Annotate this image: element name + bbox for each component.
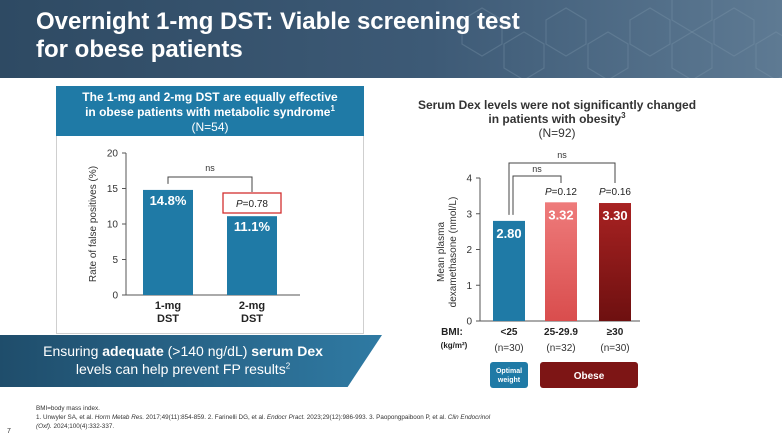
slide-title-line2: for obese patients — [36, 36, 243, 63]
right-title-superscript: 3 — [621, 111, 626, 120]
footnotes: BMI=body mass index. 1. Unwyler SA, et a… — [36, 404, 756, 431]
bmi-unit: (kg/m²) — [441, 341, 468, 350]
right-title-line2-text: in patients with obesity — [488, 112, 622, 126]
bar — [545, 202, 577, 321]
bar — [599, 203, 631, 321]
banner-line2: levels can help prevent FP results2 — [24, 360, 342, 378]
x-n-label: (n=30) — [494, 343, 523, 354]
banner-text-mid: (>140 ng/dL) — [163, 343, 252, 359]
banner-bold-serum-dex: serum Dex — [251, 343, 323, 359]
left-panel-header: The 1-mg and 2-mg DST are equally effect… — [56, 86, 364, 136]
optimal-weight-label-line2: weight — [497, 377, 521, 384]
ref-3-authors: 2023;29(12):986-993. 3. Paopongpaiboon P… — [305, 414, 448, 421]
ref-2-journal: Endocr Pract. — [266, 414, 306, 421]
y-axis-label-line1: Mean plasma — [436, 222, 447, 282]
right-chart-title: Serum Dex levels were not significantly … — [392, 98, 722, 126]
obese-label: Obese — [574, 371, 605, 382]
optimal-weight-label-line1: Optimal — [496, 368, 522, 375]
page-number: 7 — [7, 428, 11, 435]
left-chart-box — [56, 136, 364, 334]
optimal-weight-badge — [490, 362, 528, 388]
x-n-label: (n=32) — [546, 343, 575, 354]
significance-bracket-inner — [512, 175, 562, 215]
right-title-line1: Serum Dex levels were not significantly … — [417, 98, 697, 112]
left-header-n: (N=54) — [191, 120, 229, 134]
slide-title-line1: Overnight 1-mg DST: Viable screening tes… — [36, 8, 520, 35]
ref-3-journal-suffix: (Oxf). — [36, 423, 52, 430]
x-category-label: <25 — [501, 327, 518, 338]
left-header-line2: in obese patients with metabolic syndrom… — [56, 105, 364, 120]
bar-value-label: 2.80 — [496, 226, 521, 241]
banner-superscript: 2 — [285, 361, 291, 371]
ref-3-journal: Clin Endocrinol — [447, 414, 491, 421]
significance-bracket-outer — [508, 162, 616, 215]
ref-3-details: 2024;100(4):332-337. — [51, 423, 115, 430]
slide-title: Overnight 1-mg DST: Viable screening tes… — [36, 8, 596, 64]
y-tick-label: 4 — [466, 174, 472, 185]
bmi-label: BMI: — [441, 327, 463, 338]
p-value-label-2: P=0.16 — [599, 187, 631, 198]
y-tick-label: 2 — [466, 245, 472, 256]
key-message-banner: Ensuring adequate (>140 ng/dL) serum Dex… — [0, 335, 382, 387]
x-category-label: ≥30 — [607, 327, 624, 338]
abbreviation-note: BMI=body mass index. — [36, 405, 100, 412]
bar-value-label: 3.32 — [548, 207, 573, 222]
p-value-label-1: P=0.12 — [545, 187, 577, 198]
ref-2-authors: 2017;49(11):854-859. 2. Farinelli DG, et… — [144, 414, 267, 421]
ns-label-inner: ns — [532, 164, 542, 174]
banner-line1: Ensuring adequate (>140 ng/dL) serum Dex — [24, 342, 342, 360]
references: 1. Unwyler SA, et al. Horm Metab Res. 20… — [36, 413, 756, 431]
bar — [493, 220, 525, 321]
y-axis-label-line2: dexamethasone (nmol/L) — [448, 197, 459, 308]
banner-line2-text: levels can help prevent FP results — [75, 361, 286, 377]
y-tick-label: 1 — [466, 281, 472, 292]
hexagon-pattern-decoration — [461, 0, 782, 78]
bar-value-label: 3.30 — [602, 208, 627, 223]
x-n-label: (n=30) — [600, 343, 629, 354]
right-title-line2: in patients with obesity3 — [392, 111, 722, 127]
ref-1-authors: 1. Unwyler SA, et al. — [36, 414, 95, 421]
obese-badge — [540, 362, 638, 388]
y-tick-label: 3 — [466, 209, 472, 220]
banner-bold-adequate: adequate — [102, 343, 164, 359]
x-category-label: 25-29.9 — [544, 327, 578, 338]
left-header-line2-text: in obese patients with metabolic syndrom… — [85, 105, 331, 119]
ns-label-outer: ns — [557, 150, 567, 160]
ref-1-journal: Horm Metab Res. — [94, 414, 145, 421]
y-tick-label: 0 — [466, 317, 472, 328]
title-bar: Overnight 1-mg DST: Viable screening tes… — [0, 0, 782, 78]
ref-superscript: 1 — [330, 104, 335, 113]
banner-text-pre: Ensuring — [43, 343, 103, 359]
right-chart-n: (N=92) — [538, 126, 576, 140]
left-header-line1: The 1-mg and 2-mg DST are equally effect… — [82, 90, 338, 104]
